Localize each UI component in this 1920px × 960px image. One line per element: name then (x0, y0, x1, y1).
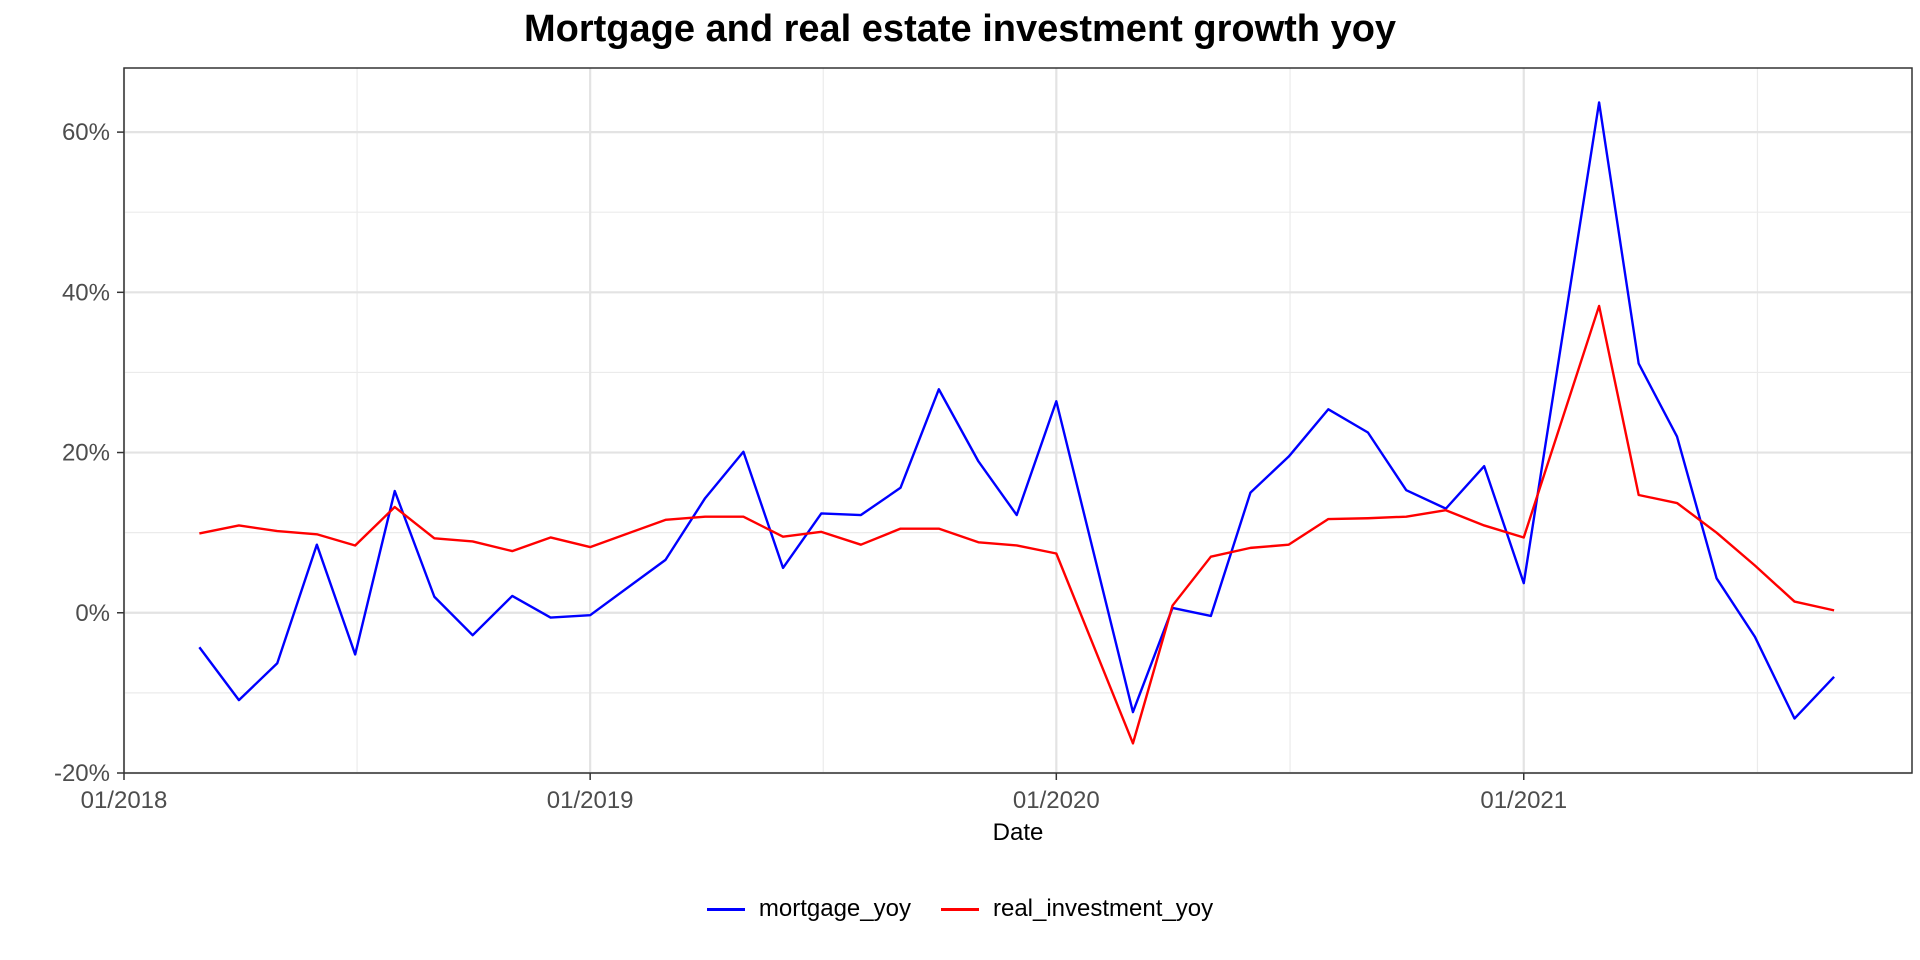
series-line-real-investment-yoy (199, 304, 1835, 745)
x-tick-labels: 01/2018 01/2019 01/2020 01/2021 (81, 787, 1568, 814)
minor-gridlines (124, 68, 1912, 773)
legend-item-mortgage-yoy: mortgage_yoy (706, 895, 911, 923)
axis-ticks (117, 131, 1525, 780)
legend-label: real_investment_yoy (992, 895, 1214, 922)
y-tick-label: 0% (75, 600, 110, 627)
x-tick-label: 01/2019 (547, 787, 634, 814)
series-line-mortgage-yoy (198, 101, 1835, 720)
y-tick-label: 60% (62, 119, 110, 146)
x-tick-label: 01/2021 (1480, 787, 1567, 814)
y-tick-label: 20% (62, 440, 110, 467)
legend-key (706, 907, 745, 911)
legend-item-real-investment-yoy: real_investment_yoy (940, 895, 1214, 923)
y-tick-label: 40% (62, 279, 110, 306)
series-layer (198, 101, 1835, 745)
y-tick-labels: -20% 0% 20% 40% 60% (54, 119, 110, 787)
x-axis-title: Date (993, 819, 1044, 846)
y-tick-label: -20% (54, 760, 110, 787)
chart-title: Mortgage and real estate investment grow… (523, 8, 1397, 50)
major-gridlines (122, 68, 1912, 775)
legend: mortgage_yoy real_investment_yoy (0, 895, 1920, 923)
x-tick-label: 01/2018 (81, 787, 168, 814)
x-tick-label: 01/2020 (1013, 787, 1100, 814)
legend-key (940, 907, 979, 911)
legend-label: mortgage_yoy (758, 895, 911, 922)
plot-border (123, 67, 1913, 774)
